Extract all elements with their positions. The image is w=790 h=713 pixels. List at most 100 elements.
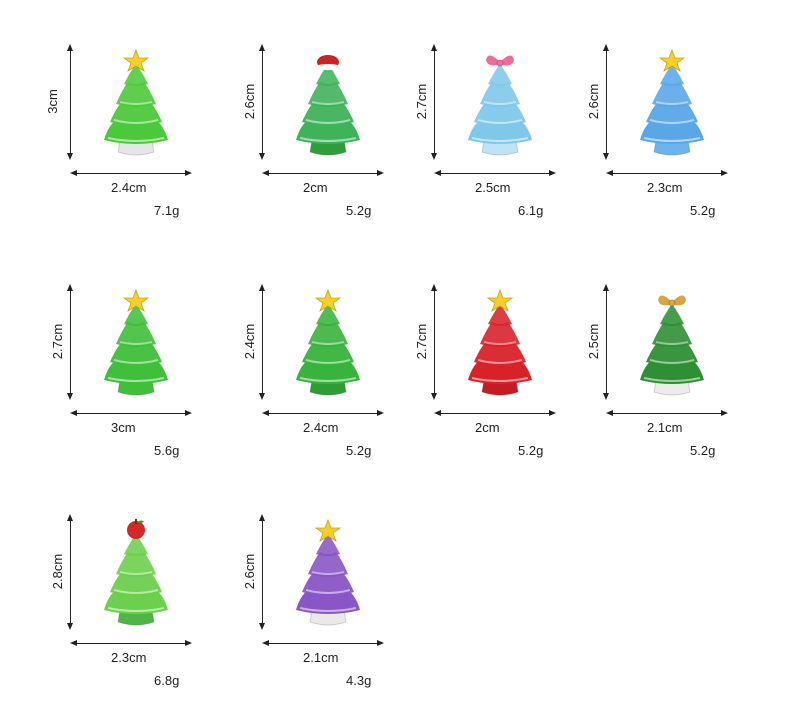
arrow-down-icon	[67, 623, 73, 630]
product-cell: 2.6cm 2.3cm 5.2g	[576, 38, 746, 228]
height-label: 2.8cm	[50, 553, 66, 590]
arrow-left-icon	[606, 410, 613, 416]
product-cell: 2.7cm 2cm 5.2g	[404, 278, 574, 468]
product-cell: 2.7cm 2.5cm 6.1g	[404, 38, 574, 228]
arrow-left-icon	[434, 170, 441, 176]
arrow-right-icon	[185, 170, 192, 176]
arrow-down-icon	[603, 153, 609, 160]
weight-label: 7.1g	[154, 203, 180, 218]
arrow-right-icon	[549, 410, 556, 416]
weight-label: 5.2g	[346, 443, 372, 458]
width-label: 2cm	[303, 180, 328, 195]
arrow-up-icon	[431, 284, 437, 291]
width-dimension-line	[72, 643, 190, 644]
width-label: 2.3cm	[647, 180, 683, 195]
arrow-right-icon	[185, 410, 192, 416]
weight-label: 4.3g	[346, 673, 372, 688]
christmas-tree-figurine-image	[468, 288, 532, 396]
arrow-up-icon	[603, 44, 609, 51]
arrow-right-icon	[377, 170, 384, 176]
christmas-tree-figurine-image	[296, 55, 360, 156]
product-cell: 2.8cm 2.3cm 6.8g	[40, 508, 210, 698]
width-label: 2.1cm	[647, 420, 683, 435]
width-label: 3cm	[111, 420, 136, 435]
arrow-left-icon	[70, 170, 77, 176]
christmas-tree-figurine-image	[640, 295, 704, 396]
arrow-down-icon	[431, 153, 437, 160]
weight-label: 5.2g	[518, 443, 544, 458]
christmas-tree-figurine-image	[296, 288, 360, 396]
product-cell: 2.6cm 2.1cm 4.3g	[232, 508, 402, 698]
arrow-down-icon	[259, 153, 265, 160]
height-label: 2.7cm	[414, 83, 430, 120]
arrow-right-icon	[377, 640, 384, 646]
height-dimension-line	[70, 46, 71, 158]
arrow-down-icon	[259, 393, 265, 400]
width-dimension-line	[436, 173, 554, 174]
arrow-left-icon	[70, 640, 77, 646]
christmas-tree-figurine-image	[468, 55, 532, 156]
arrow-left-icon	[262, 640, 269, 646]
christmas-tree-figurine-image	[104, 48, 168, 156]
weight-label: 5.2g	[690, 203, 716, 218]
width-dimension-line	[264, 643, 382, 644]
arrow-up-icon	[259, 284, 265, 291]
weight-label: 5.2g	[346, 203, 372, 218]
arrow-up-icon	[259, 44, 265, 51]
arrow-down-icon	[603, 393, 609, 400]
width-label: 2.3cm	[111, 650, 147, 665]
width-dimension-line	[72, 413, 190, 414]
arrow-down-icon	[431, 393, 437, 400]
height-dimension-line	[70, 516, 71, 628]
height-label: 2.6cm	[242, 553, 258, 590]
height-label: 3cm	[44, 89, 60, 114]
arrow-left-icon	[262, 410, 269, 416]
height-dimension-line	[262, 516, 263, 628]
arrow-right-icon	[549, 170, 556, 176]
christmas-tree-figurine-image	[104, 519, 168, 626]
arrow-left-icon	[434, 410, 441, 416]
arrow-right-icon	[377, 410, 384, 416]
height-label: 2.7cm	[414, 323, 430, 360]
width-label: 2.4cm	[303, 420, 339, 435]
weight-label: 5.2g	[690, 443, 716, 458]
width-label: 2cm	[475, 420, 500, 435]
arrow-right-icon	[721, 410, 728, 416]
arrow-right-icon	[721, 170, 728, 176]
arrow-up-icon	[603, 284, 609, 291]
arrow-up-icon	[67, 44, 73, 51]
arrow-right-icon	[185, 640, 192, 646]
weight-label: 6.8g	[154, 673, 180, 688]
weight-label: 6.1g	[518, 203, 544, 218]
arrow-up-icon	[431, 44, 437, 51]
product-cell: 2.6cm 2cm 5.2g	[232, 38, 402, 228]
arrow-left-icon	[70, 410, 77, 416]
product-cell: 3cm 2.4cm 7.1g	[40, 38, 210, 228]
arrow-up-icon	[259, 514, 265, 521]
arrow-down-icon	[67, 393, 73, 400]
product-cell: 2.4cm 2.4cm 5.2g	[232, 278, 402, 468]
height-dimension-line	[262, 46, 263, 158]
height-dimension-line	[70, 286, 71, 398]
height-dimension-line	[434, 46, 435, 158]
height-label: 2.6cm	[586, 83, 602, 120]
height-label: 2.7cm	[50, 323, 66, 360]
weight-label: 5.6g	[154, 443, 180, 458]
width-dimension-line	[608, 413, 726, 414]
product-cell: 2.7cm 3cm 5.6g	[40, 278, 210, 468]
arrow-down-icon	[259, 623, 265, 630]
height-dimension-line	[606, 46, 607, 158]
width-label: 2.4cm	[111, 180, 147, 195]
width-dimension-line	[264, 173, 382, 174]
christmas-tree-figurine-image	[296, 518, 360, 626]
height-label: 2.4cm	[242, 323, 258, 360]
arrow-up-icon	[67, 514, 73, 521]
christmas-tree-figurine-image	[104, 288, 168, 396]
width-label: 2.1cm	[303, 650, 339, 665]
height-dimension-line	[434, 286, 435, 398]
width-dimension-line	[608, 173, 726, 174]
width-dimension-line	[436, 413, 554, 414]
height-label: 2.6cm	[242, 83, 258, 120]
height-label: 2.5cm	[586, 323, 602, 360]
height-dimension-line	[262, 286, 263, 398]
